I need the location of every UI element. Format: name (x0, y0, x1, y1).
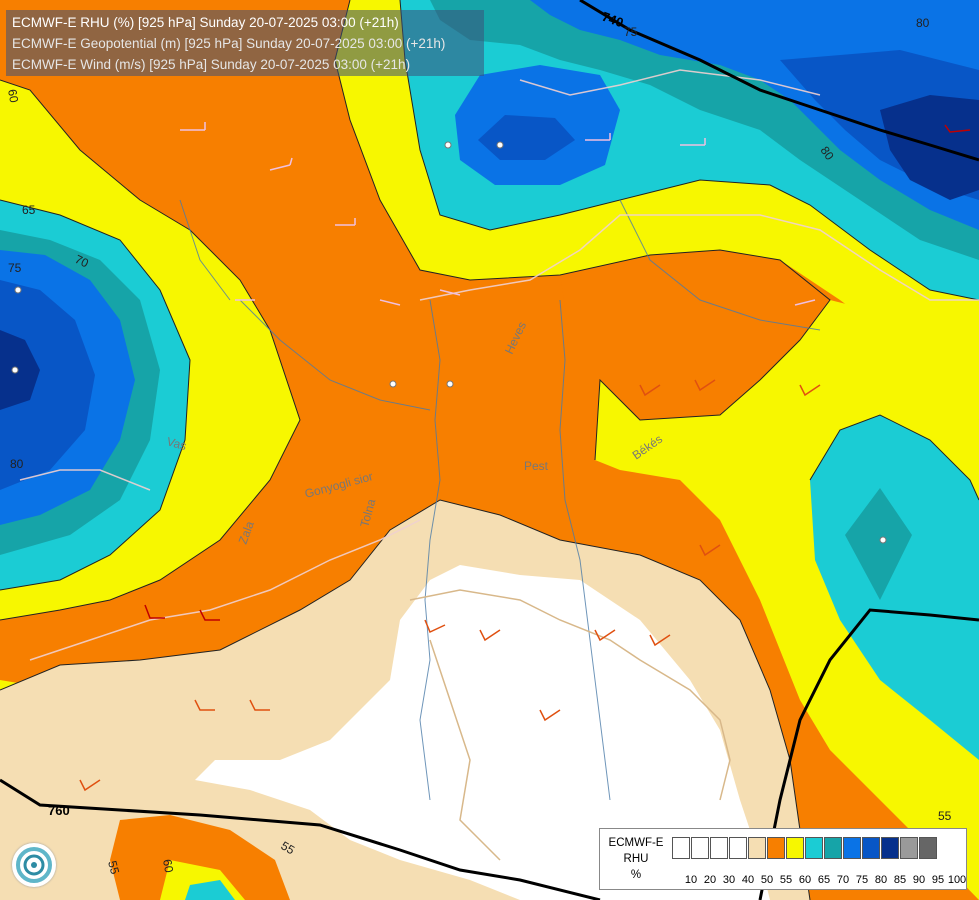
legend-swatch (729, 837, 747, 859)
map-title-box: ECMWF-E RHU (%) [925 hPa] Sunday 20-07-2… (6, 10, 484, 76)
place-label-vas: Vas (165, 434, 188, 453)
rhu-80-area-top-center (478, 115, 575, 160)
rhu-55-area-southwest (110, 815, 290, 900)
rhu-70-area-east (845, 488, 912, 600)
rhu-label-60-left: 60 (5, 88, 21, 104)
legend-swatch (805, 837, 823, 859)
legend-title-variable: RHU (623, 853, 649, 865)
legend-tick-label: 55 (779, 874, 793, 886)
geopotential-label-740: 740 (600, 9, 626, 31)
rhu-label-60-bottom-left: 60 (160, 858, 176, 874)
place-label-pest: Pest (524, 459, 549, 473)
legend-tick-label: 90 (912, 874, 926, 886)
legend-tick-label: 70 (836, 874, 850, 886)
rivers (179, 199, 821, 801)
rhu-label-65-left: 65 (22, 203, 36, 217)
legend-tick-label: 30 (722, 874, 736, 886)
legend-swatch (919, 837, 937, 859)
legend-swatch (862, 837, 880, 859)
legend-swatch (843, 837, 861, 859)
rhu-label-75-top: 75 (624, 25, 638, 39)
rhu-85-area-top-right (880, 95, 979, 200)
title-wind: ECMWF-E Wind (m/s) [925 hPa] Sunday 20-0… (12, 57, 411, 72)
legend-swatch (786, 837, 804, 859)
rhu-label-80-top-right: 80 (916, 16, 930, 30)
geopotential-label-760: 760 (48, 803, 70, 818)
legend-title-unit: % (630, 869, 642, 881)
legend-tick-label: 10 (684, 874, 698, 886)
legend-tick-label: 20 (703, 874, 717, 886)
country-borders (19, 69, 979, 661)
rhu-label-80-left: 80 (10, 457, 24, 471)
legend-tick-label: 50 (760, 874, 774, 886)
legend-swatch (748, 837, 766, 859)
legend-swatch (672, 837, 690, 859)
legend-tick-label: 85 (893, 874, 907, 886)
legend-tick-label: 60 (798, 874, 812, 886)
legend-swatch (710, 837, 728, 859)
legend-title: ECMWF-E RHU % (604, 835, 668, 883)
rhu-65-area-east (810, 415, 979, 760)
geopotential-labels: 740 760 (48, 9, 625, 818)
wind-barbs-upper (180, 122, 816, 306)
rhu-80-area-west (0, 280, 95, 490)
rhu-legend: ECMWF-E RHU % 10 20 30 40 50 55 60 65 70 75 80 85 90… (599, 828, 967, 890)
legend-tick-label: 75 (855, 874, 869, 886)
legend-title-model: ECMWF-E (608, 837, 664, 849)
calm-markers (11, 141, 887, 544)
legend-swatch (900, 837, 918, 859)
legend-tick-label: 40 (741, 874, 755, 886)
legend-swatch (881, 837, 899, 859)
rhu-label-70-left: 70 (73, 252, 91, 270)
legend-tick-label: 95 (931, 874, 945, 886)
title-rhu: ECMWF-E RHU (%) [925 hPa] Sunday 20-07-2… (12, 15, 399, 30)
rhu-65-area-south-small (185, 880, 235, 900)
rhu-60-area-north (335, 0, 979, 420)
wind-barbs-orange (79, 379, 821, 792)
legend-tick-label: 80 (874, 874, 888, 886)
rhu-label-55-bottom: 55 (279, 838, 298, 857)
wind-barbs-red (144, 124, 971, 621)
legend-swatch (824, 837, 842, 859)
legend-tick-label: 100 (947, 874, 967, 886)
title-geopotential: ECMWF-E Geopotential (m) [925 hPa] Sunda… (12, 36, 446, 51)
rhu-label-55-bottom-left: 55 (105, 859, 122, 876)
legend-swatch (691, 837, 709, 859)
rhu-85-area-west (0, 330, 40, 410)
rhu-below-50-area (195, 565, 770, 900)
region-borders (409, 589, 731, 861)
rhu-label-75-left: 75 (8, 261, 22, 275)
ecmwf-logo (12, 843, 56, 887)
logo-swirl-icon (16, 847, 52, 883)
legend-swatch (767, 837, 785, 859)
legend-tick-label: 65 (817, 874, 831, 886)
rhu-label-55-bottom-right: 55 (938, 809, 952, 823)
